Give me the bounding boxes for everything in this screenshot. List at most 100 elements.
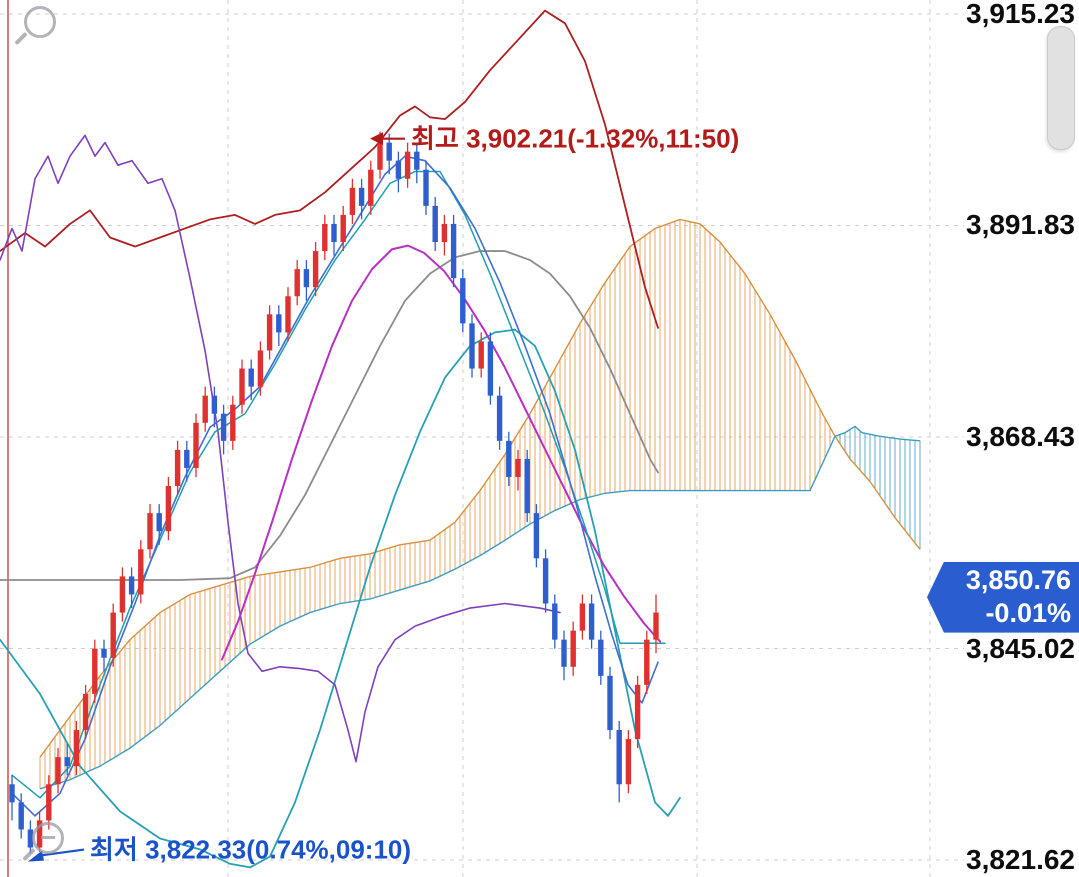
candle-body (386, 142, 392, 161)
candle-body (202, 395, 208, 423)
y-axis-label: 3,868.43 (964, 420, 1077, 453)
candle-body (55, 757, 61, 785)
candle-body (257, 350, 264, 387)
candle-body (193, 422, 199, 468)
indicator-line-ma-jagged (0, 134, 561, 763)
indicator-line-bollinger-upper (0, 9, 659, 329)
y-axis-label: 3,821.62 (964, 844, 1077, 876)
candle-body (450, 223, 457, 279)
candle-body (625, 739, 632, 785)
candle-body (579, 603, 586, 631)
candle-body (414, 151, 420, 170)
last-price-change: -0.01% (985, 597, 1071, 628)
candle-body (303, 269, 310, 288)
scrollbar-thumb[interactable] (1047, 26, 1075, 150)
candle-body (634, 684, 641, 740)
last-price-value: 3,850.76 (965, 564, 1071, 595)
cloud-span-a (39, 218, 921, 758)
y-axis-label: 3,915.23 (964, 0, 1077, 30)
candle-body (276, 314, 282, 333)
candle-body (64, 757, 70, 767)
candle-body (82, 693, 89, 731)
low-annotation: 최저 3,822.33(0.74%,09:10) (28, 835, 411, 865)
candle-body (524, 458, 530, 514)
magnifier-minus-icon[interactable] (22, 822, 64, 862)
candle-body (92, 648, 98, 694)
indicator-line-ma-fast (11, 155, 659, 817)
candle-body (561, 639, 567, 667)
candle-body (266, 314, 273, 351)
last-price-badge: 3,850.76 -0.01% (927, 561, 1079, 633)
magnifier-icon[interactable] (14, 6, 56, 46)
candle-body (616, 730, 622, 785)
candle-body (358, 187, 365, 206)
candle-body (211, 395, 218, 414)
candle-body (404, 151, 411, 179)
candle-body (128, 576, 135, 595)
candle-body (515, 458, 521, 477)
candle-body (496, 395, 503, 441)
candle-body (138, 549, 144, 595)
candle-body (340, 214, 346, 243)
candle-body (156, 513, 162, 532)
candle-body (533, 513, 540, 559)
candle-body (598, 639, 604, 676)
low-annotation-label: 최저 3,822.33(0.74%,09:10) (90, 835, 411, 865)
candlesticks (9, 131, 659, 854)
candle-body (478, 341, 484, 369)
candle-body (165, 486, 172, 532)
candle-body (331, 223, 337, 243)
candle-body (588, 603, 595, 640)
candle-body (110, 612, 116, 658)
y-axis-label: 3,891.83 (964, 209, 1077, 242)
candle-body (542, 558, 549, 604)
candle-body (368, 169, 374, 206)
candle-body (349, 187, 356, 215)
candle-body (119, 576, 126, 613)
candle-body (147, 513, 153, 550)
candle-body (441, 223, 448, 243)
high-annotation: 최고 3,902.21(-1.32%,11:50) (370, 124, 739, 154)
candle-body (18, 802, 24, 830)
candle-body (46, 784, 52, 821)
indicator-line-bollinger-lower (0, 328, 681, 869)
low-annotation-arrow (28, 850, 44, 862)
high-annotation-arrow (370, 132, 383, 146)
candle-body (395, 160, 402, 179)
candle-body (487, 341, 494, 396)
candle-body (285, 296, 291, 333)
cloud-span-b (39, 425, 921, 790)
candle-body (432, 205, 438, 243)
candle-body (377, 142, 383, 170)
candle-body (322, 223, 328, 252)
candle-body (184, 449, 190, 468)
y-axis-label: 3,845.02 (964, 632, 1077, 665)
candle-body (552, 603, 558, 640)
candle-body (607, 675, 613, 731)
high-annotation-label: 최고 3,902.21(-1.32%,11:50) (411, 124, 739, 154)
candle-body (9, 784, 15, 803)
candle-body (312, 251, 319, 288)
ichimoku-cloud (39, 218, 921, 790)
candle-body (469, 323, 475, 369)
candle-body (220, 413, 227, 441)
candle-body (73, 730, 80, 767)
candle-body (239, 368, 245, 405)
candle-body (248, 368, 254, 387)
candle-body (570, 630, 576, 667)
candle-body (506, 440, 512, 477)
indicator-line-bollinger-middle (0, 250, 659, 581)
candle-body (653, 612, 659, 640)
candle-body (230, 404, 236, 441)
candle-body (27, 829, 34, 848)
minus-glyph (41, 836, 55, 839)
candle-body (644, 639, 650, 685)
candle-body (423, 169, 429, 206)
candle-body (174, 449, 181, 487)
candle-body (294, 269, 300, 297)
candle-body (460, 278, 466, 324)
candle-body (101, 648, 107, 658)
